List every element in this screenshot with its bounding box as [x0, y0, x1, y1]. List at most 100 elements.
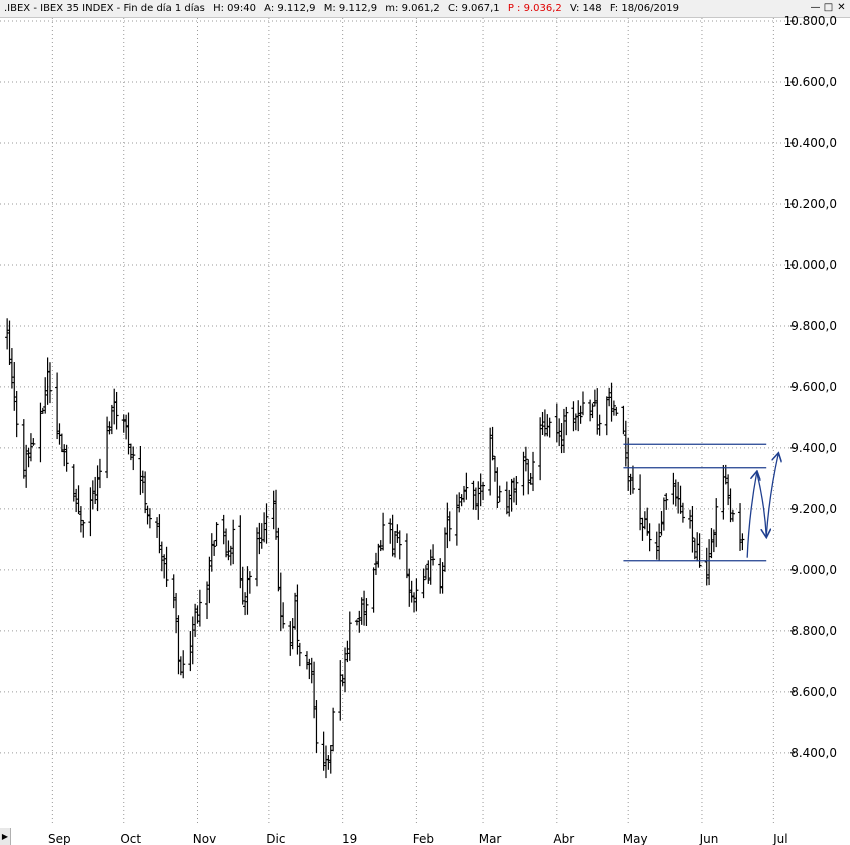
ohlc-bar	[290, 618, 295, 650]
ohlc-bar	[147, 508, 152, 529]
y-tick-label: 9.800,0	[791, 319, 837, 333]
ohlc-bar	[114, 391, 119, 430]
ohlc-bar	[580, 391, 585, 416]
ohlc-bar	[704, 547, 709, 586]
maximize-icon[interactable]: □	[823, 2, 834, 13]
y-tick-label: 10.200,0	[784, 197, 837, 211]
ohlc-bar	[647, 523, 652, 552]
ohlc-bar	[407, 568, 412, 607]
ohlc-bar	[276, 527, 281, 592]
price-value: P : 9.036,2	[507, 3, 562, 14]
ohlc-bar	[538, 417, 543, 481]
projection-arrow	[746, 472, 757, 558]
ohlc-bar	[74, 488, 79, 513]
ohlc-bars	[5, 318, 745, 779]
ohlc-bar	[614, 406, 619, 416]
y-tick-label: 10.800,0	[784, 14, 837, 28]
ohlc-bar	[488, 427, 493, 496]
ohlc-bar	[124, 414, 129, 440]
ohlc-bar	[397, 530, 402, 560]
ohlc-bar	[338, 660, 343, 721]
ohlc-bar	[109, 404, 114, 435]
ohlc-bar	[207, 556, 212, 604]
ohlc-bar	[164, 546, 169, 587]
ohlc-bar	[628, 473, 633, 495]
projection-arrow	[756, 472, 767, 536]
ohlc-bar	[371, 567, 376, 613]
ohlc-bar	[378, 540, 383, 552]
ohlc-bar	[623, 420, 628, 467]
ohlc-bar	[497, 485, 502, 503]
chart-title-bar: .IBEX - IBEX 35 INDEX - Fin de día 1 día…	[0, 0, 850, 18]
ohlc-bar	[438, 558, 443, 594]
ohlc-bar	[464, 472, 469, 500]
ohlc-bar	[64, 444, 69, 472]
ohlc-bar	[47, 362, 52, 404]
ohlc-bar	[38, 402, 43, 463]
ohlc-bar	[221, 514, 226, 545]
ohlc-bar	[561, 408, 566, 453]
ohlc-bar	[412, 592, 417, 613]
ohlc-bar	[531, 451, 536, 492]
y-tick-label: 10.600,0	[784, 75, 837, 89]
ohlc-bar	[340, 674, 345, 686]
scroll-left-arrow-icon[interactable]: ▶	[0, 828, 11, 845]
ohlc-bar	[12, 361, 17, 411]
ohlc-bar	[97, 458, 102, 489]
ohlc-bar	[331, 707, 336, 752]
ohlc-bar	[590, 403, 595, 419]
ohlc-bar	[447, 511, 452, 542]
ohlc-bar	[264, 503, 269, 544]
close-value: C: 9.067,1	[447, 3, 500, 14]
ohlc-bar	[362, 590, 367, 626]
y-tick-label: 9.200,0	[791, 502, 837, 516]
ohlc-bar	[659, 511, 664, 536]
ohlc-bar	[559, 423, 564, 454]
date-value: F: 18/06/2019	[609, 3, 679, 14]
ohlc-bar	[297, 642, 302, 667]
ohlc-bar	[409, 580, 414, 603]
x-tick-label: Nov	[193, 832, 216, 845]
ohlc-bar	[376, 543, 381, 568]
ohlc-bar	[728, 488, 733, 523]
ohlc-bar	[309, 657, 314, 684]
symbol-label: .IBEX - IBEX 35 INDEX - Fin de día 1 día…	[4, 3, 205, 14]
hour-value: H: 09:40	[213, 3, 256, 14]
ohlc-bar	[231, 519, 236, 565]
ohlc-bar	[307, 658, 312, 680]
ohlc-bar	[288, 621, 293, 656]
ohlc-bar	[5, 318, 10, 350]
close-icon[interactable]: ✕	[837, 2, 846, 13]
ohlc-bar	[314, 700, 319, 753]
ohlc-bar	[145, 505, 150, 525]
y-tick-label: 8.400,0	[791, 746, 837, 760]
ohlc-bar	[607, 387, 612, 407]
ohlc-bar	[661, 497, 666, 531]
ohlc-bar	[112, 388, 117, 425]
ohlc-bar	[692, 538, 697, 560]
ohlc-bar	[645, 507, 650, 536]
ohlc-bar	[678, 485, 683, 514]
ohlc-bar	[7, 320, 12, 366]
y-tick-label: 10.400,0	[784, 136, 837, 150]
x-tick-label: Mar	[479, 832, 502, 845]
ohlc-bar	[690, 505, 695, 553]
ohlc-bar	[71, 464, 76, 502]
ohlc-bar	[247, 571, 252, 594]
ohlc-bar	[621, 405, 626, 435]
x-tick-label: May	[623, 832, 648, 845]
ohlc-bar	[664, 493, 669, 510]
ohlc-bar	[59, 433, 64, 453]
annotations	[623, 443, 778, 562]
ohlc-bar	[604, 396, 609, 436]
minimize-icon[interactable]: —	[810, 2, 821, 13]
ohlc-bar	[495, 467, 500, 508]
ohlc-bar	[78, 506, 83, 533]
ohlc-bar	[28, 433, 33, 462]
ohlc-bar	[188, 631, 193, 672]
ohlc-bar	[295, 584, 300, 655]
ohlc-bar	[271, 490, 276, 530]
ohlc-bar	[611, 400, 616, 416]
ohlc-bar	[76, 485, 81, 515]
ohlc-bar	[393, 530, 397, 558]
